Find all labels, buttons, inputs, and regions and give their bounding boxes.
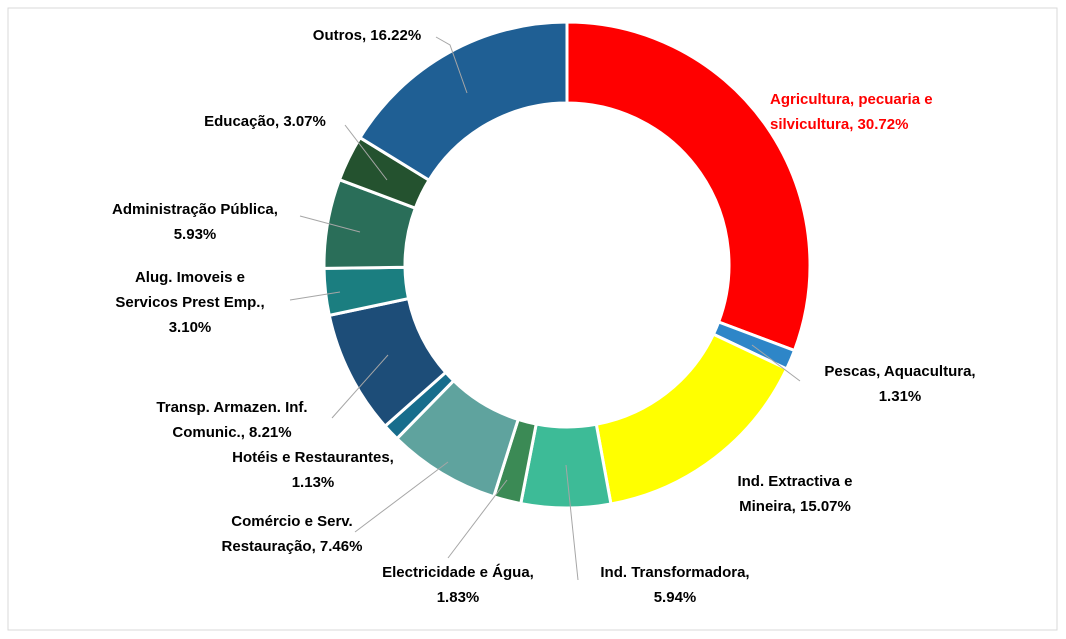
leader-line (435, 36, 468, 94)
data-label: silvicultura, 30.72% (770, 116, 908, 133)
donut-slice (357, 20, 569, 183)
data-label: 5.93% (174, 226, 217, 243)
data-label: Transp. Armazen. Inf. (156, 399, 307, 416)
data-label: Outros, 16.22% (313, 27, 421, 44)
leader-line (331, 354, 389, 419)
data-label: Electricidade e Água, (382, 564, 534, 581)
data-label: Comércio e Serv. (231, 513, 352, 530)
data-label: Ind. Transformadora, (600, 564, 749, 581)
leader-line (289, 291, 341, 301)
data-label: Servicos Prest Emp., (115, 294, 264, 311)
data-label: Restauração, 7.46% (222, 538, 363, 555)
data-label: Agricultura, pecuaria e (770, 91, 933, 108)
leader-line (299, 215, 361, 233)
chart-frame (7, 7, 1058, 631)
leader-line (354, 461, 449, 533)
data-label: Ind. Extractiva e (737, 473, 852, 490)
data-label: Comunic., 8.21% (172, 424, 291, 441)
leader-line (565, 464, 579, 581)
data-label: Educação, 3.07% (204, 113, 326, 130)
leader-line (344, 124, 388, 181)
data-label: Alug. Imoveis e (135, 269, 245, 286)
data-label: 3.10% (169, 319, 212, 336)
donut-slice (565, 20, 812, 353)
leader-line (751, 344, 801, 382)
data-label: Mineira, 15.07% (739, 498, 851, 515)
data-label: Administração Pública, (112, 201, 278, 218)
data-label: Hotéis e Restaurantes, (232, 449, 394, 466)
data-label: 1.83% (437, 589, 480, 606)
data-label: Pescas, Aquacultura, (824, 363, 975, 380)
leader-line (447, 479, 508, 559)
data-label: 5.94% (654, 589, 697, 606)
data-label: 1.13% (292, 474, 335, 491)
data-label: 1.31% (879, 388, 922, 405)
